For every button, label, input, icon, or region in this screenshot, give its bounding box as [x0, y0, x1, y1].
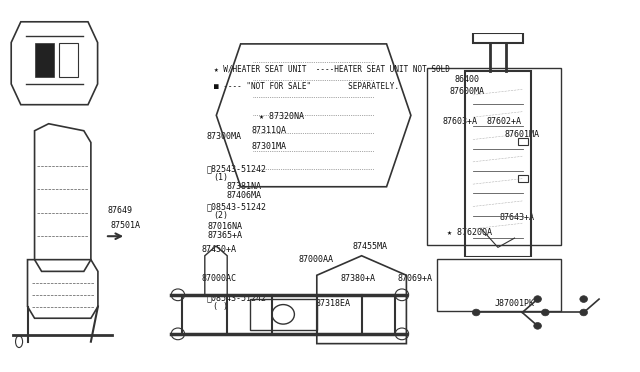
Text: 87455MA: 87455MA: [353, 242, 388, 251]
Text: ■ ---- "NOT FOR SALE"        SEPARATELY.: ■ ---- "NOT FOR SALE" SEPARATELY.: [214, 82, 399, 91]
Text: 87016NA: 87016NA: [208, 222, 243, 231]
Text: 87000AA: 87000AA: [298, 255, 333, 264]
Text: 87601MA: 87601MA: [504, 130, 539, 140]
Bar: [518, 138, 528, 145]
Text: 87643+A: 87643+A: [499, 214, 534, 222]
Circle shape: [534, 296, 541, 302]
Text: 86400: 86400: [454, 74, 479, 83]
Circle shape: [534, 323, 541, 329]
Text: (1): (1): [213, 173, 228, 182]
Bar: [35, 42, 54, 77]
Text: 87381NA: 87381NA: [227, 182, 261, 191]
Bar: [60, 42, 79, 77]
Bar: [428, 68, 561, 245]
Text: 87000AC: 87000AC: [202, 273, 237, 283]
Bar: [518, 175, 528, 182]
Text: ★ W/HEATER SEAT UNIT  ----HEATER SEAT UNIT NOT SOLD: ★ W/HEATER SEAT UNIT ----HEATER SEAT UNI…: [214, 65, 450, 74]
Text: 87318EA: 87318EA: [316, 299, 351, 308]
Text: 87301MA: 87301MA: [251, 142, 286, 151]
Text: 87600MA: 87600MA: [449, 87, 484, 96]
Text: Ⓜ08543-51242: Ⓜ08543-51242: [207, 294, 266, 303]
Text: 87602+A: 87602+A: [486, 118, 522, 126]
Text: ★ 87320NA: ★ 87320NA: [259, 112, 303, 121]
Text: Ⓜ08543-51242: Ⓜ08543-51242: [207, 202, 266, 211]
Circle shape: [580, 296, 588, 302]
Bar: [437, 260, 561, 311]
Text: 87649: 87649: [108, 206, 132, 215]
Text: (2): (2): [213, 211, 228, 219]
Text: 87365+A: 87365+A: [208, 231, 243, 240]
Text: 87603+A: 87603+A: [442, 118, 477, 126]
Circle shape: [541, 309, 549, 316]
Text: 87311QA: 87311QA: [251, 126, 286, 135]
Circle shape: [472, 309, 480, 316]
Text: 87069+A: 87069+A: [397, 273, 433, 283]
Text: 87406MA: 87406MA: [227, 190, 261, 199]
Text: 87380+A: 87380+A: [340, 273, 376, 283]
Circle shape: [580, 309, 588, 316]
Text: ( ): ( ): [213, 302, 228, 311]
Bar: [250, 299, 317, 330]
Text: 87450+A: 87450+A: [202, 245, 237, 254]
Text: J87001PK: J87001PK: [494, 299, 534, 308]
Text: Ⓜ82543-51242: Ⓜ82543-51242: [207, 165, 266, 174]
Text: 87501A: 87501A: [111, 221, 141, 230]
Text: 87300MA: 87300MA: [207, 132, 241, 141]
Text: ★ 87620QA: ★ 87620QA: [447, 228, 492, 237]
